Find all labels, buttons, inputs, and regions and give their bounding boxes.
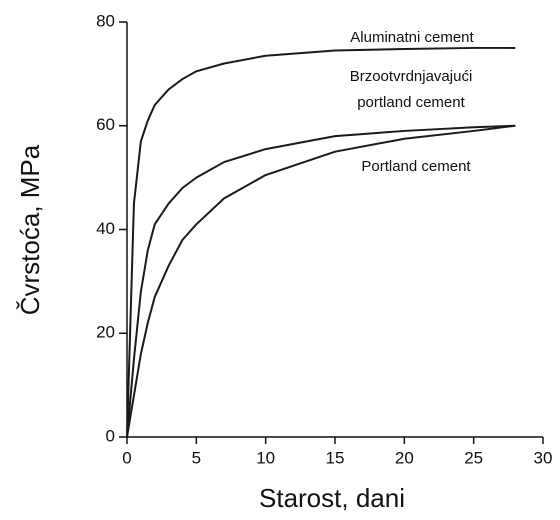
series-label: Aluminatni cement <box>350 29 474 46</box>
y-tick-label: 0 <box>106 426 115 445</box>
y-tick-label: 20 <box>96 323 115 342</box>
series-line <box>126 46 516 438</box>
y-tick-label: 40 <box>96 219 115 238</box>
x-tick-label: 5 <box>192 448 201 467</box>
x-tick-label: 15 <box>326 448 345 467</box>
x-tick-label: 0 <box>122 448 131 467</box>
series-label: Portland cement <box>361 158 471 175</box>
series-line <box>126 124 516 438</box>
x-tick-label: 10 <box>256 448 275 467</box>
series-label: portland cement <box>357 94 465 111</box>
series-label: Brzootvrdnjavajući <box>350 68 473 85</box>
x-tick-label: 30 <box>534 448 553 467</box>
y-tick-label: 60 <box>96 115 115 134</box>
x-axis-title: Starost, dani <box>259 483 405 513</box>
x-tick-label: 20 <box>395 448 414 467</box>
y-tick-label: 80 <box>96 11 115 30</box>
series-line <box>126 124 516 438</box>
x-tick-label: 25 <box>464 448 483 467</box>
y-axis-title: Čvrstoća, MPa <box>15 144 45 315</box>
